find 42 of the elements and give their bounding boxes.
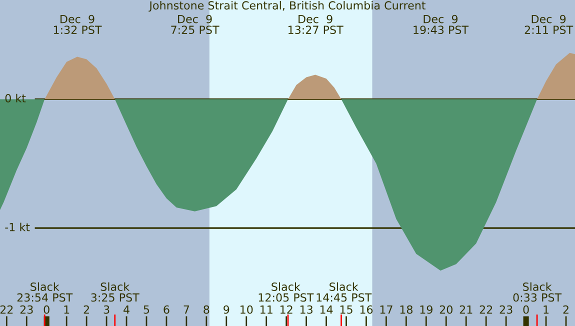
- x-tick-label: 23: [20, 305, 33, 314]
- chart-title: Johnstone Strait Central, British Columbia Current: [148, 0, 426, 12]
- x-tick-label: 9: [224, 305, 230, 314]
- x-tick-label: 12: [280, 305, 292, 314]
- x-tick-label: 17: [380, 306, 392, 314]
- x-tick-label: 3: [104, 305, 110, 314]
- x-tick-label: 23: [500, 305, 512, 314]
- x-tick-label: 15: [340, 306, 352, 314]
- x-tick-label: 13: [300, 305, 312, 314]
- x-tick-label: 20: [440, 305, 452, 314]
- annotation: Slack 12:05 PST: [258, 282, 314, 302]
- y-tick-label: -1 kt: [5, 222, 30, 232]
- annotation: Dec 9 13:27 PST: [288, 14, 344, 34]
- annotation: Slack 3:25 PST: [91, 282, 140, 302]
- x-tick-label: 18: [400, 305, 413, 314]
- x-tick-label: 2: [563, 305, 568, 314]
- x-tick-label: 14: [320, 306, 333, 314]
- x-tick-label: 0: [44, 305, 50, 314]
- x-tick-label: 2: [84, 305, 89, 314]
- x-tick-label: 1: [544, 306, 549, 314]
- x-tick-label: 0: [523, 305, 529, 314]
- y-tick-label: 0 kt: [5, 94, 26, 102]
- x-tick-label: 22: [480, 305, 492, 314]
- annotation: Dec 9 2:11 PST: [524, 14, 574, 34]
- x-tick-label: 21: [460, 305, 472, 314]
- x-tick-label: 5: [144, 306, 150, 314]
- annotation: Dec 9 7:25 PST: [171, 14, 220, 34]
- x-tick-label: 22: [0, 305, 13, 314]
- x-tick-label: 10: [240, 305, 253, 314]
- x-tick-label: 16: [360, 305, 373, 314]
- x-tick-label: 8: [204, 305, 210, 314]
- annotation: Slack 23:54 PST: [17, 282, 73, 302]
- annotation: Dec 9 1:32 PST: [54, 14, 102, 34]
- x-tick-label: 7: [184, 306, 190, 314]
- x-tick-label: 1: [64, 306, 70, 314]
- annotation: Slack 0:33 PST: [513, 282, 562, 302]
- x-tick-label: 19: [420, 305, 432, 314]
- x-tick-label: 11: [260, 306, 272, 314]
- annotation: Dec 9 19:43 PST: [414, 14, 469, 34]
- x-tick-label: 6: [164, 305, 170, 314]
- x-tick-label: 4: [124, 306, 130, 314]
- annotation: Slack 14:45 PST: [316, 282, 372, 302]
